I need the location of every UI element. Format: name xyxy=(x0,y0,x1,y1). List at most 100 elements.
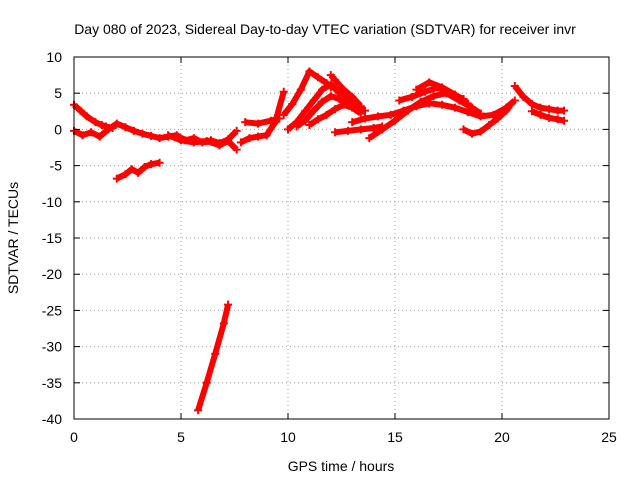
x-axis-label: GPS time / hours xyxy=(288,458,395,474)
data-point-11-0 xyxy=(326,71,335,80)
data-point-14-1 xyxy=(378,125,387,134)
data-point-13-7 xyxy=(438,100,447,109)
data-point-10-6 xyxy=(356,109,365,118)
data-point-12-1 xyxy=(343,126,352,135)
data-point-1-3 xyxy=(95,132,104,141)
data-point-10-1 xyxy=(313,115,322,124)
data-point-1-1 xyxy=(78,131,87,140)
data-point-19-3 xyxy=(553,115,562,124)
data-point-3-6 xyxy=(155,158,164,167)
data-point-10-5 xyxy=(348,103,357,112)
data-point-5-0 xyxy=(236,138,245,147)
data-point-11-1 xyxy=(331,76,340,85)
data-point-3-2 xyxy=(127,165,136,174)
data-point-9-1 xyxy=(301,116,310,125)
data-point-14-0 xyxy=(365,134,374,143)
data-point-1-7 xyxy=(129,126,138,135)
data-point-12-0 xyxy=(331,128,340,137)
data-point-2-0 xyxy=(164,131,173,140)
data-point-3-3 xyxy=(134,168,143,177)
data-point-16-2 xyxy=(438,83,447,92)
y-axis-label: SDTVAR / TECUs xyxy=(5,182,21,294)
data-point-14-5 xyxy=(429,92,438,101)
y-tick-label: -15 xyxy=(42,230,62,246)
data-point-9-3 xyxy=(318,97,327,106)
data-point-2-4 xyxy=(215,141,224,150)
y-tick-label: -30 xyxy=(42,339,62,355)
data-point-13-3 xyxy=(386,110,395,119)
data-point-18-0 xyxy=(510,81,519,90)
data-point-15-1 xyxy=(408,92,417,101)
data-point-19-1 xyxy=(536,110,545,119)
data-point-6-0 xyxy=(241,118,250,127)
series-layer xyxy=(70,67,569,415)
data-point-7-2 xyxy=(296,85,305,94)
data-point-17-0 xyxy=(459,125,468,134)
data-point-14-8 xyxy=(468,103,477,112)
data-point-3-0 xyxy=(112,174,121,183)
x-tick-label: 10 xyxy=(280,429,296,445)
data-point-19-0 xyxy=(527,107,536,116)
x-tick-label: 5 xyxy=(177,429,185,445)
data-point-7-3 xyxy=(305,67,314,76)
y-tick-label: 10 xyxy=(46,49,62,65)
data-point-3-5 xyxy=(147,160,156,169)
data-point-5-3 xyxy=(262,131,271,140)
data-point-12-3 xyxy=(369,123,378,132)
data-point-18-4 xyxy=(545,105,554,114)
data-point-14-3 xyxy=(403,106,412,115)
data-point-2-3 xyxy=(202,136,211,145)
data-point-10-3 xyxy=(331,105,340,114)
data-point-1-6 xyxy=(121,123,130,132)
data-point-14-4 xyxy=(416,97,425,106)
data-point-1-4 xyxy=(104,125,113,134)
y-tick-label: -20 xyxy=(42,266,62,282)
series-track-14 xyxy=(351,98,517,126)
data-point-13-11 xyxy=(489,110,498,119)
data-point-13-0 xyxy=(348,118,357,127)
data-point-17-3 xyxy=(485,121,494,130)
data-point-6-2 xyxy=(266,116,275,125)
data-point-1-8 xyxy=(138,129,147,138)
y-tick-label: -35 xyxy=(42,375,62,391)
data-point-8-2 xyxy=(301,107,310,116)
data-point-18-3 xyxy=(536,103,545,112)
tick-layer: 0 5 10 15 20 25 10 5 0 -5 -10 -15 -20 -25 -30 -35 -40 xyxy=(42,49,617,445)
data-point-17-4 xyxy=(493,114,502,123)
series-track-7 xyxy=(244,115,281,127)
data-point-2-2 xyxy=(189,138,198,147)
data-point-1-9 xyxy=(147,131,156,140)
data-point-11-2 xyxy=(339,85,348,94)
data-point-9-4 xyxy=(326,92,335,101)
data-point-2-1 xyxy=(177,136,185,145)
data-point-12-2 xyxy=(356,125,365,134)
data-point-9-8 xyxy=(361,106,370,115)
data-point-8-0 xyxy=(284,125,292,134)
x-tick-label: 0 xyxy=(70,429,78,445)
data-point-7-4 xyxy=(313,73,322,82)
data-point-10-2 xyxy=(322,110,331,119)
data-point-17-5 xyxy=(502,106,511,115)
data-point-15-0 xyxy=(395,96,404,105)
data-point-9-0 xyxy=(292,122,301,131)
data-point-16-4 xyxy=(463,99,472,108)
chart-title: Day 080 of 2023, Sidereal Day-to-day VTE… xyxy=(74,21,576,37)
data-point-15-2 xyxy=(420,87,429,96)
data-point-13-9 xyxy=(463,108,472,117)
y-tick-label: -10 xyxy=(42,194,62,210)
data-point-5-2 xyxy=(254,132,263,141)
data-point-6-1 xyxy=(254,119,263,128)
y-tick-label: 0 xyxy=(54,121,62,137)
data-point-16-0 xyxy=(412,85,421,94)
data-point-1-19 xyxy=(232,126,241,135)
data-point-14-2 xyxy=(391,116,399,125)
data-point-4-1 xyxy=(202,378,211,387)
data-point-13-2 xyxy=(373,112,382,121)
data-point-2-5 xyxy=(224,136,233,145)
data-point-5-1 xyxy=(245,134,254,143)
data-point-1-2 xyxy=(87,128,96,137)
data-point-10-4 xyxy=(339,100,348,109)
data-point-1-5 xyxy=(112,119,121,128)
data-point-3-4 xyxy=(140,163,149,172)
